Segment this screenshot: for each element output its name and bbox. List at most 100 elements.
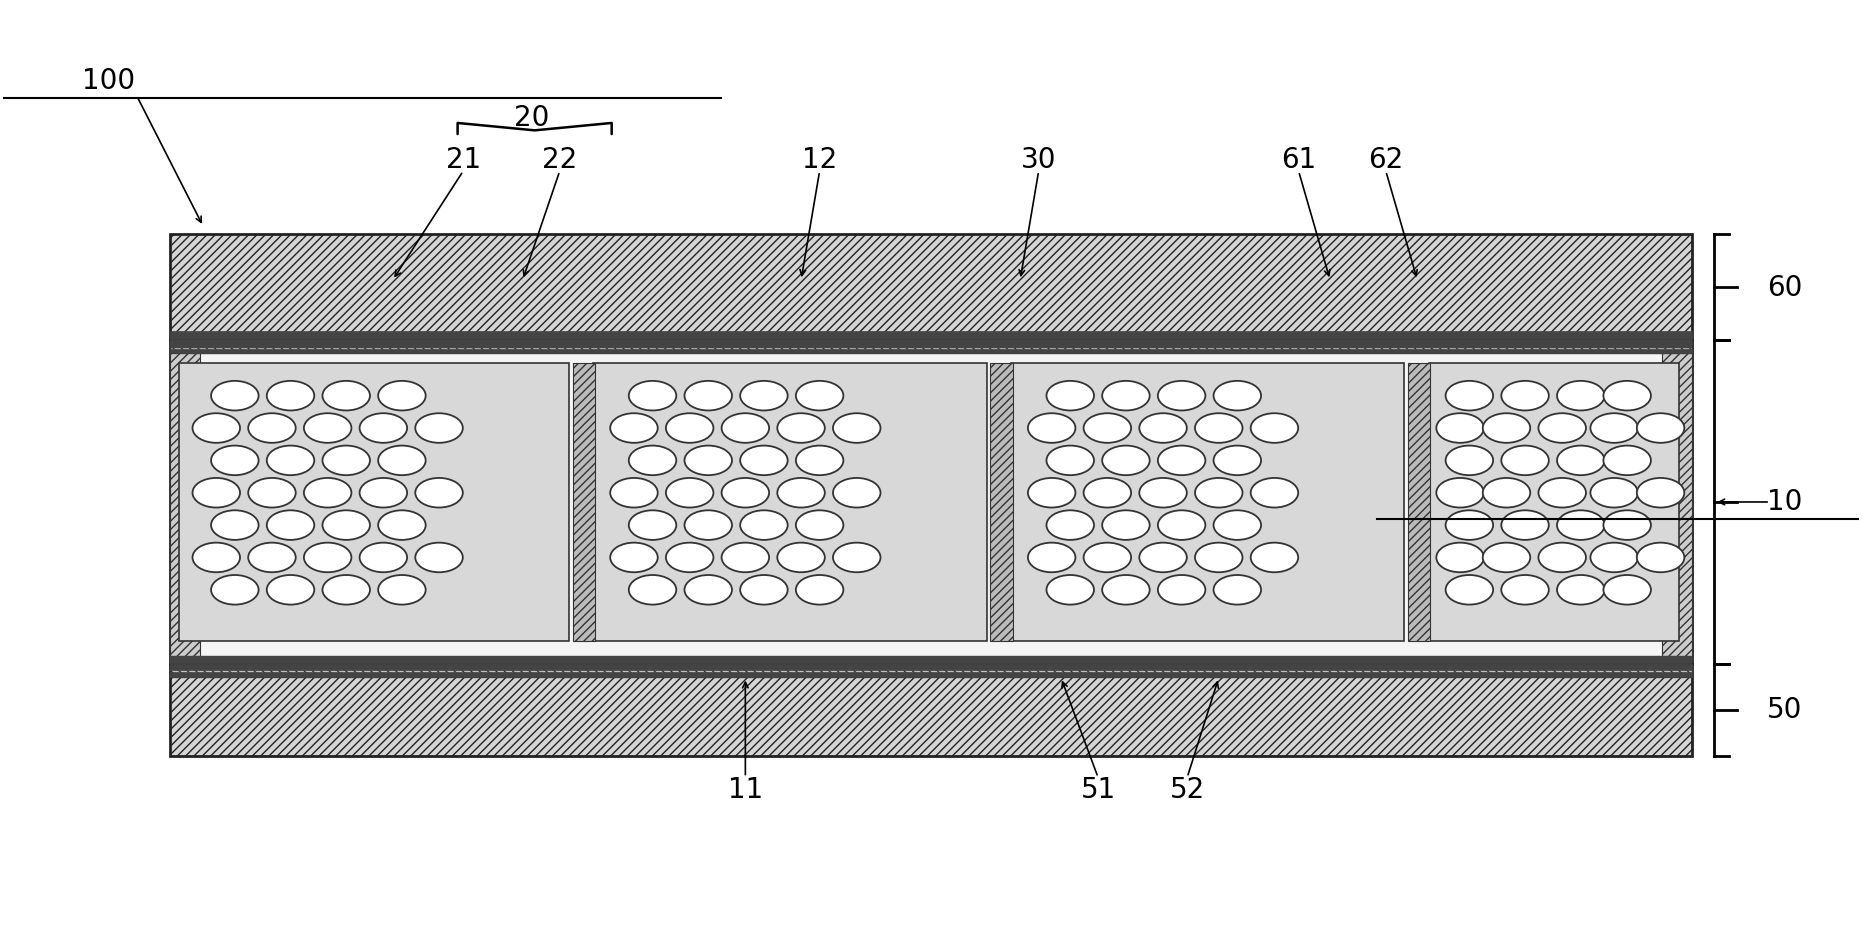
- Ellipse shape: [359, 542, 408, 572]
- Ellipse shape: [378, 445, 426, 475]
- Ellipse shape: [832, 413, 881, 443]
- Bar: [169, 331, 1693, 340]
- Ellipse shape: [1590, 413, 1639, 443]
- Ellipse shape: [795, 575, 843, 604]
- Ellipse shape: [1195, 413, 1242, 443]
- Ellipse shape: [1603, 511, 1652, 540]
- Ellipse shape: [1102, 575, 1149, 604]
- Ellipse shape: [776, 478, 825, 508]
- Ellipse shape: [685, 445, 732, 475]
- Ellipse shape: [1195, 478, 1242, 508]
- Ellipse shape: [795, 511, 843, 540]
- Bar: [1663, 340, 1693, 664]
- Ellipse shape: [1046, 511, 1095, 540]
- Ellipse shape: [741, 511, 788, 540]
- Ellipse shape: [1482, 478, 1531, 508]
- Ellipse shape: [1445, 575, 1493, 604]
- Ellipse shape: [1637, 413, 1685, 443]
- Ellipse shape: [304, 542, 352, 572]
- Ellipse shape: [832, 542, 881, 572]
- Bar: [1011, 364, 1404, 641]
- Ellipse shape: [1102, 445, 1149, 475]
- Ellipse shape: [685, 381, 732, 410]
- Ellipse shape: [832, 478, 881, 508]
- Ellipse shape: [1538, 478, 1586, 508]
- Ellipse shape: [1501, 575, 1549, 604]
- Ellipse shape: [741, 575, 788, 604]
- Ellipse shape: [1158, 445, 1205, 475]
- Ellipse shape: [192, 478, 240, 508]
- Ellipse shape: [741, 381, 788, 410]
- Ellipse shape: [322, 445, 371, 475]
- Text: 12: 12: [803, 146, 838, 174]
- Ellipse shape: [1557, 575, 1605, 604]
- Text: 11: 11: [728, 777, 763, 804]
- Text: 30: 30: [1020, 146, 1056, 174]
- Ellipse shape: [1102, 511, 1149, 540]
- Bar: [169, 657, 1693, 664]
- Ellipse shape: [210, 511, 259, 540]
- Text: 62: 62: [1369, 146, 1404, 174]
- Ellipse shape: [1158, 511, 1205, 540]
- Ellipse shape: [1445, 381, 1493, 410]
- Ellipse shape: [266, 511, 315, 540]
- Ellipse shape: [359, 413, 408, 443]
- Ellipse shape: [192, 413, 240, 443]
- Ellipse shape: [266, 575, 315, 604]
- Ellipse shape: [322, 575, 371, 604]
- Ellipse shape: [795, 445, 843, 475]
- Ellipse shape: [192, 542, 240, 572]
- Ellipse shape: [1102, 381, 1149, 410]
- Ellipse shape: [1084, 478, 1130, 508]
- Ellipse shape: [248, 413, 296, 443]
- Text: 61: 61: [1281, 146, 1316, 174]
- Ellipse shape: [415, 413, 464, 443]
- Ellipse shape: [1603, 445, 1652, 475]
- Ellipse shape: [1046, 381, 1095, 410]
- Ellipse shape: [1140, 542, 1186, 572]
- Ellipse shape: [722, 478, 769, 508]
- Ellipse shape: [776, 542, 825, 572]
- Ellipse shape: [1436, 542, 1484, 572]
- Ellipse shape: [1214, 445, 1261, 475]
- Text: 10: 10: [1767, 488, 1802, 516]
- Ellipse shape: [378, 381, 426, 410]
- Ellipse shape: [611, 478, 657, 508]
- Ellipse shape: [611, 542, 657, 572]
- Ellipse shape: [322, 381, 371, 410]
- Ellipse shape: [1590, 542, 1639, 572]
- Text: 100: 100: [82, 67, 136, 96]
- Ellipse shape: [304, 413, 352, 443]
- Bar: [169, 672, 1693, 677]
- Ellipse shape: [1140, 413, 1186, 443]
- Ellipse shape: [248, 478, 296, 508]
- Ellipse shape: [210, 381, 259, 410]
- Ellipse shape: [1603, 575, 1652, 604]
- Ellipse shape: [1046, 445, 1095, 475]
- Bar: [169, 349, 1693, 353]
- Ellipse shape: [1538, 542, 1586, 572]
- Ellipse shape: [1557, 445, 1605, 475]
- Ellipse shape: [611, 413, 657, 443]
- Ellipse shape: [266, 445, 315, 475]
- Bar: [179, 364, 570, 641]
- Ellipse shape: [1251, 542, 1298, 572]
- Ellipse shape: [1445, 511, 1493, 540]
- Ellipse shape: [322, 511, 371, 540]
- Ellipse shape: [248, 542, 296, 572]
- Ellipse shape: [629, 511, 676, 540]
- Ellipse shape: [1445, 445, 1493, 475]
- Ellipse shape: [1028, 478, 1076, 508]
- Ellipse shape: [667, 413, 713, 443]
- Ellipse shape: [1028, 413, 1076, 443]
- Ellipse shape: [1214, 575, 1261, 604]
- Ellipse shape: [415, 542, 464, 572]
- Text: 22: 22: [542, 146, 577, 174]
- Ellipse shape: [1436, 413, 1484, 443]
- Bar: [991, 364, 1013, 641]
- Bar: [169, 340, 199, 664]
- Ellipse shape: [1436, 478, 1484, 508]
- Ellipse shape: [1590, 478, 1639, 508]
- Ellipse shape: [1637, 478, 1685, 508]
- Ellipse shape: [210, 575, 259, 604]
